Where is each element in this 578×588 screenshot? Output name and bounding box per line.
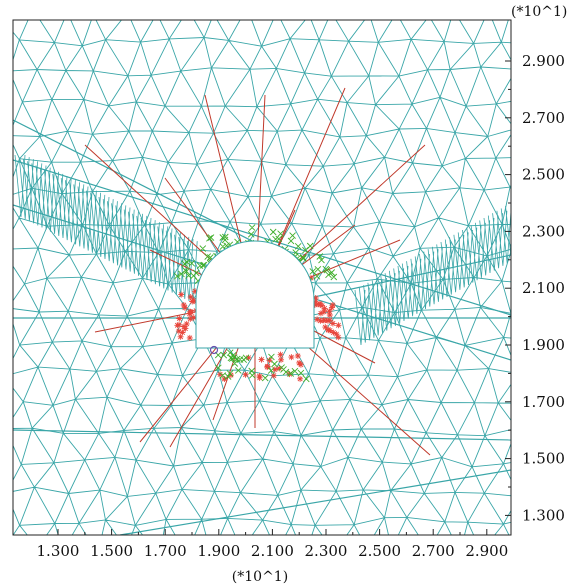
joint-trace xyxy=(13,429,511,441)
x-tick-label: 1.700 xyxy=(144,542,187,560)
x-tick-label: 2.300 xyxy=(305,542,348,560)
x-axis-scale-label: (*10^1) xyxy=(232,569,288,585)
x-tick-label: 2.100 xyxy=(251,542,294,560)
tunnel-opening xyxy=(195,240,315,349)
y-tick-label: 2.100 xyxy=(522,279,565,297)
plot-frame xyxy=(12,19,512,536)
y-tick-label: 1.300 xyxy=(522,506,565,524)
y-tick-label: 2.300 xyxy=(522,222,565,240)
y-tick-label: 2.700 xyxy=(522,109,565,127)
x-tick-label: 1.500 xyxy=(90,542,133,560)
joint-trace xyxy=(13,119,261,246)
x-tick-label: 2.900 xyxy=(465,542,508,560)
y-tick-label: 1.700 xyxy=(522,393,565,411)
mesh-edges xyxy=(13,20,511,535)
joint-trace xyxy=(119,469,511,535)
x-axis: 1.300 1.500 1.700 1.900 2.100 2.300 2.500 2.700… xyxy=(37,529,508,560)
y-tick-label: 2.900 xyxy=(522,52,565,70)
x-tick-label: 2.700 xyxy=(412,542,455,560)
monitoring-point-marker xyxy=(209,345,219,355)
x-tick-label: 2.500 xyxy=(358,542,401,560)
y-tick-label: 1.500 xyxy=(522,450,565,468)
x-tick-label: 1.300 xyxy=(37,542,80,560)
joint-trace xyxy=(13,159,511,316)
y-tick-label: 1.900 xyxy=(522,336,565,354)
joint-trace xyxy=(299,254,511,301)
y-axis-scale-label: (*10^1) xyxy=(511,4,567,20)
y-tick-label: 2.500 xyxy=(522,166,565,184)
y-axis: 2.900 2.700 2.500 2.300 2.100 1.900 1.700 1.500… xyxy=(505,52,565,524)
x-tick-label: 1.900 xyxy=(197,542,240,560)
